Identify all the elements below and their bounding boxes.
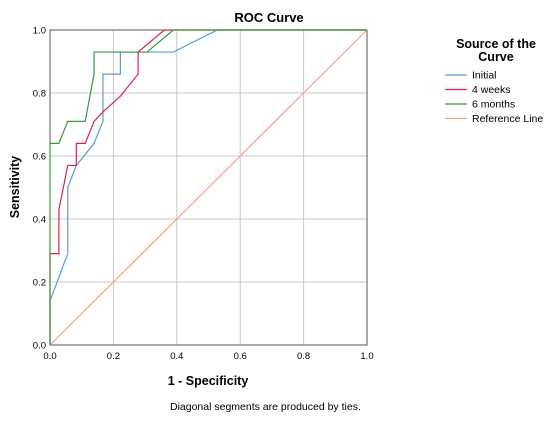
chart-title: ROC Curve: [234, 10, 303, 25]
x-tick-label: 0.8: [297, 351, 310, 362]
y-axis-label: Sensitivity: [8, 156, 22, 219]
legend-label-6-months: 6 months: [472, 99, 515, 111]
legend-title-line1: Source of the: [456, 37, 536, 51]
x-tick-label: 0.0: [43, 351, 56, 362]
legend: Source of the Curve Initial 4 weeks 6 mont…: [445, 37, 543, 125]
legend-items: Initial 4 weeks 6 months Reference Line: [445, 70, 543, 125]
y-tick-label: 0.6: [33, 152, 46, 163]
series-line-initial: [49, 29, 367, 345]
legend-title-line2: Curve: [478, 50, 513, 64]
legend-label-reference-line: Reference Line: [472, 113, 543, 125]
chart-footnote: Diagonal segments are produced by ties.: [170, 401, 361, 413]
series-line-6-months: [49, 29, 367, 345]
x-axis-label: 1 - Specificity: [168, 374, 249, 388]
y-tick-label: 1.0: [33, 26, 46, 37]
series-line-4-weeks: [49, 29, 367, 345]
x-tick-label: 0.2: [107, 351, 120, 362]
x-tick-label: 1.0: [360, 351, 373, 362]
y-tick-label: 0.4: [33, 215, 46, 226]
y-tick-labels: 0.0 0.2 0.4 0.6 0.8 1.0: [33, 26, 46, 352]
series-layer: [49, 29, 368, 346]
x-tick-labels: 0.0 0.2 0.4 0.6 0.8 1.0: [43, 351, 373, 362]
x-tick-label: 0.6: [234, 351, 247, 362]
series-line-reference-line: [49, 29, 368, 346]
y-tick-label: 0.2: [33, 278, 46, 289]
y-tick-label: 0.8: [33, 89, 46, 100]
x-tick-label: 0.4: [170, 351, 183, 362]
y-tick-label: 0.0: [33, 341, 46, 352]
legend-label-4-weeks: 4 weeks: [472, 84, 511, 96]
legend-label-initial: Initial: [472, 70, 497, 82]
